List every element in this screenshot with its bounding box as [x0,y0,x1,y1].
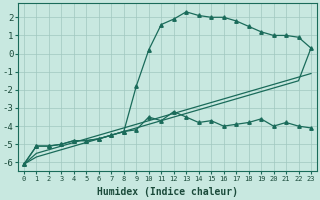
X-axis label: Humidex (Indice chaleur): Humidex (Indice chaleur) [97,187,238,197]
